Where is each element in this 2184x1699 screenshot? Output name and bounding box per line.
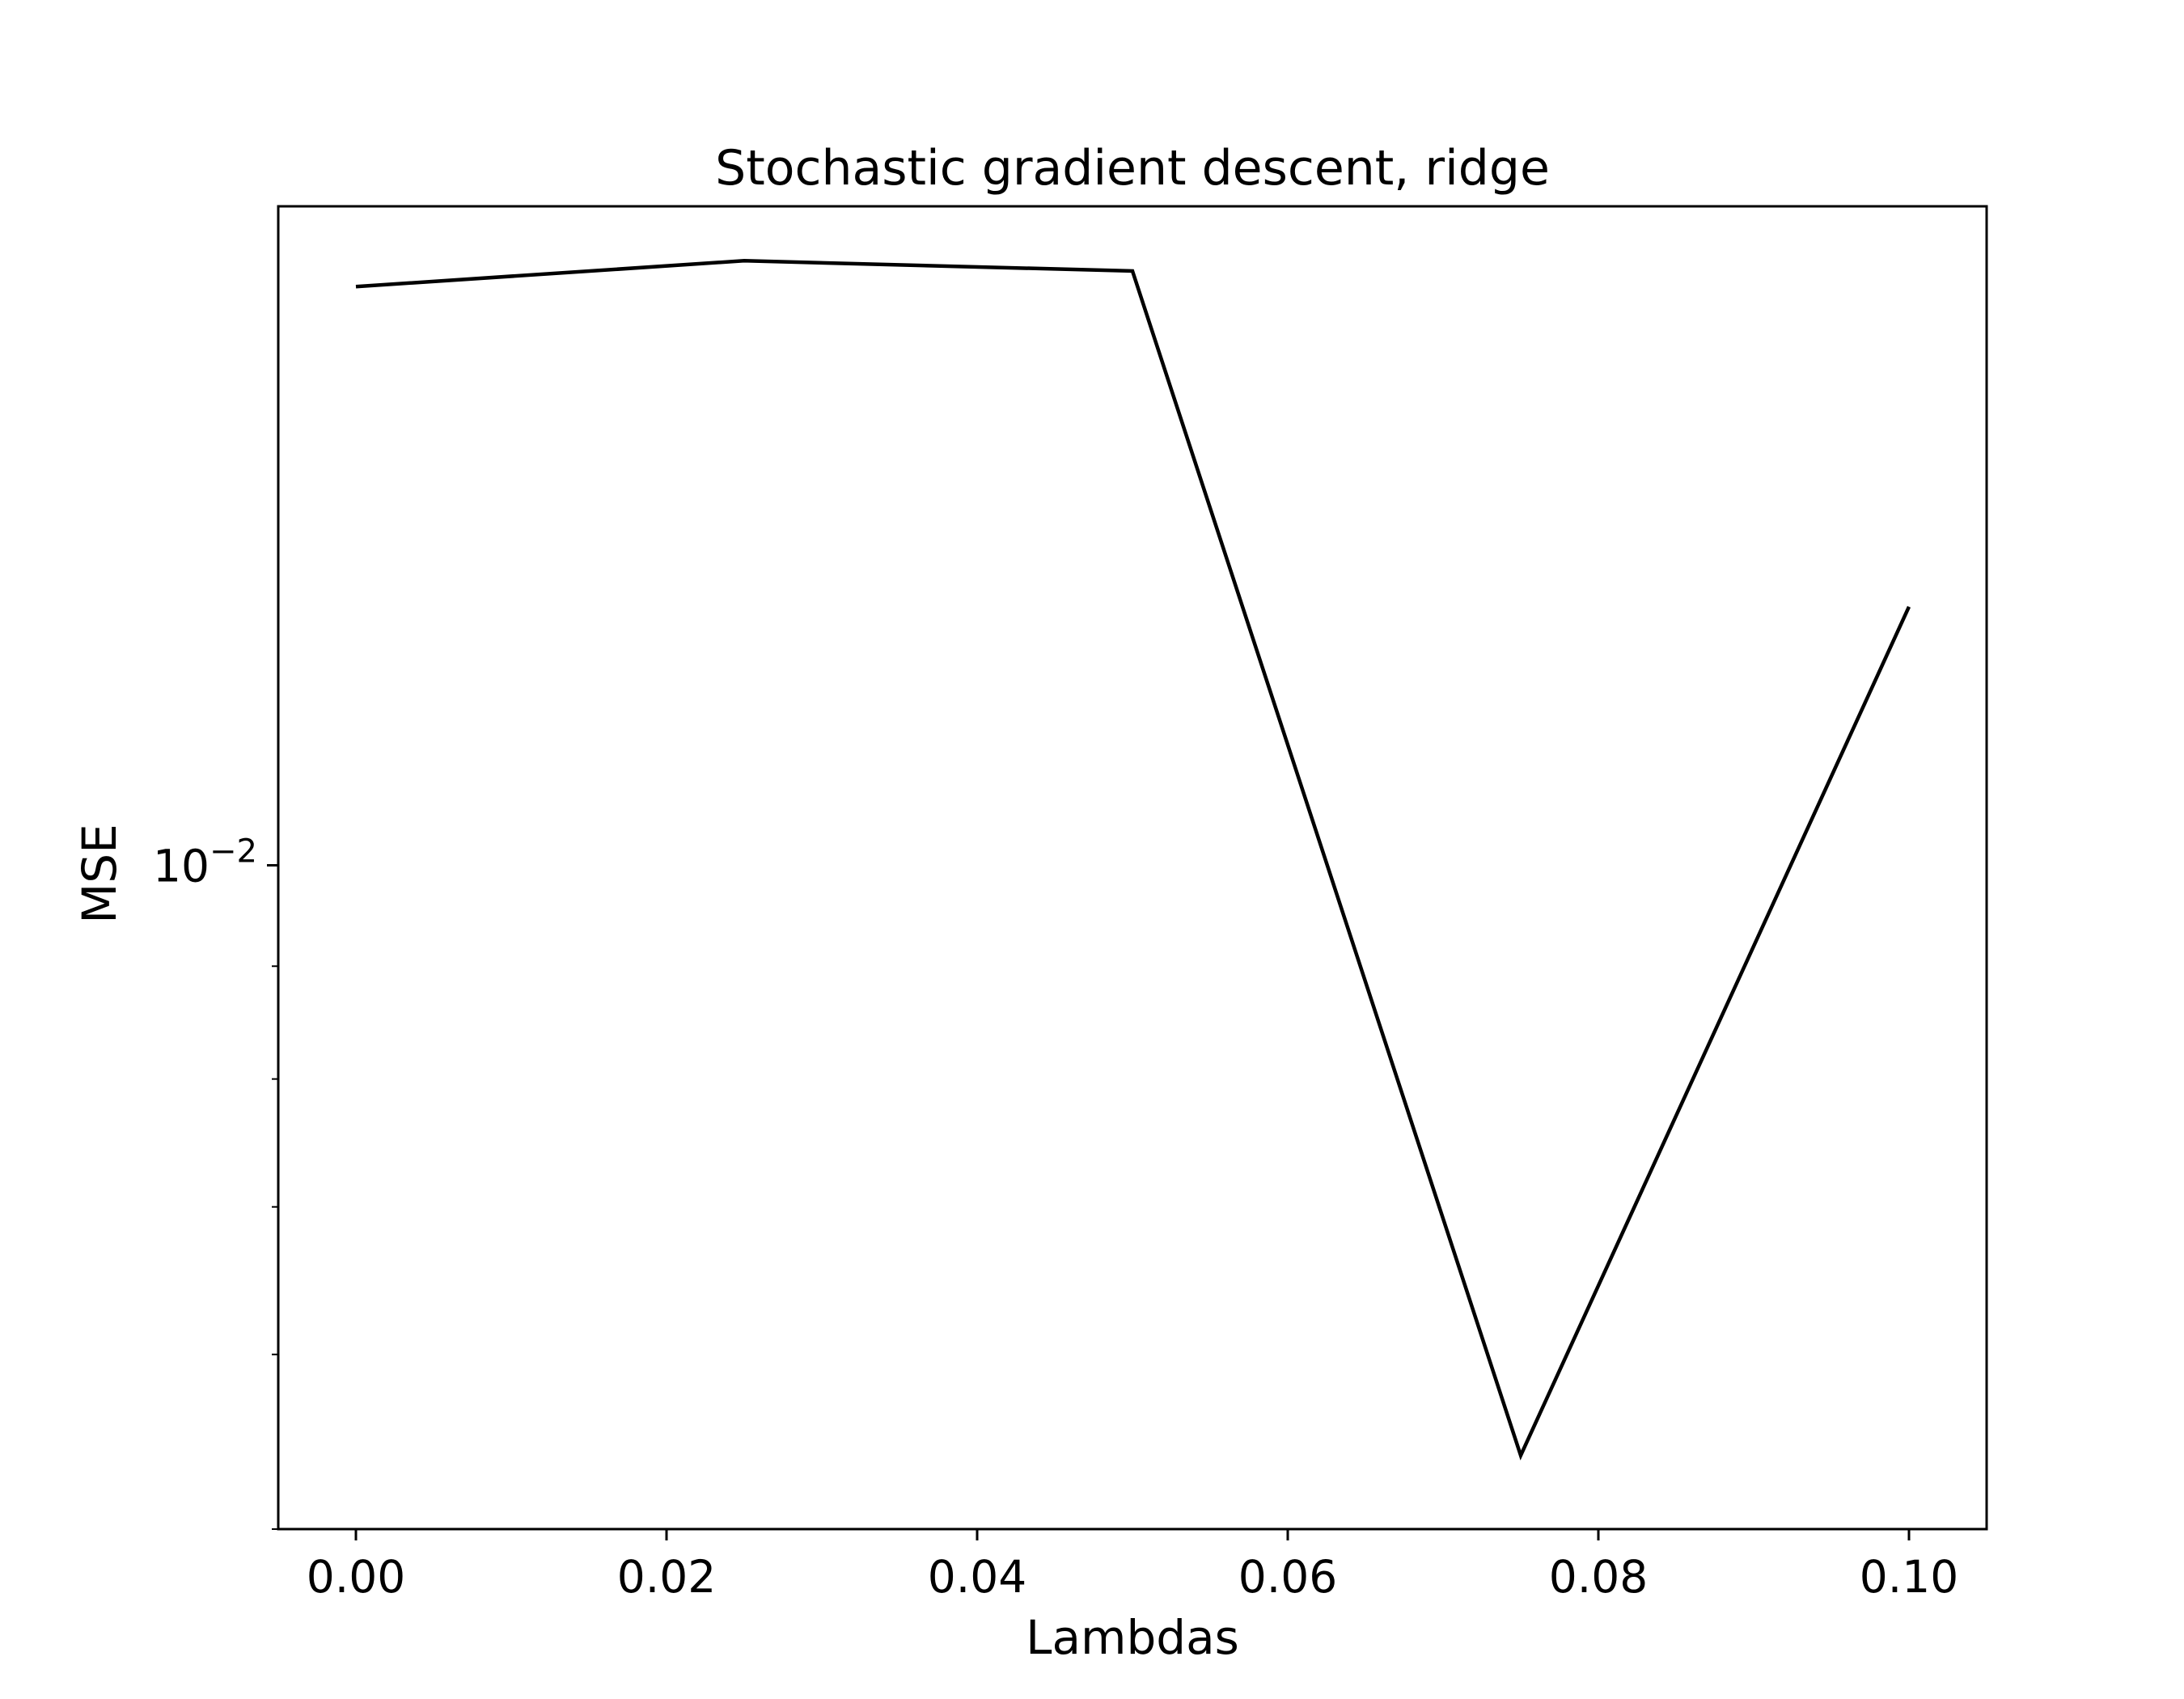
x-tick-label-5: 0.10 [1860, 1551, 1958, 1603]
y-tick-label-base: 10 [153, 841, 210, 892]
chart-title: Stochastic gradient descent, ridge [715, 140, 1550, 197]
y-axis-ticks: 10−2 [153, 833, 278, 1530]
plot-area-frame [277, 205, 1988, 1531]
x-tick-label-0: 0.00 [307, 1551, 405, 1603]
x-tick-label-4: 0.08 [1549, 1551, 1648, 1603]
series-layer [355, 259, 1911, 1461]
x-axis-ticks: 0.00 0.02 0.04 0.06 0.08 0.10 [307, 1529, 1958, 1603]
y-axis-label: MSE [72, 824, 127, 924]
x-axis-label: Lambdas [1026, 1610, 1239, 1665]
y-major-tick-label-0: 10−2 [153, 833, 257, 892]
x-tick-label-3: 0.06 [1238, 1551, 1337, 1603]
series-line-0 [355, 259, 1911, 1461]
x-tick-label-2: 0.04 [928, 1551, 1026, 1603]
y-tick-label-exponent: −2 [210, 833, 257, 871]
x-tick-label-1: 0.02 [617, 1551, 716, 1603]
